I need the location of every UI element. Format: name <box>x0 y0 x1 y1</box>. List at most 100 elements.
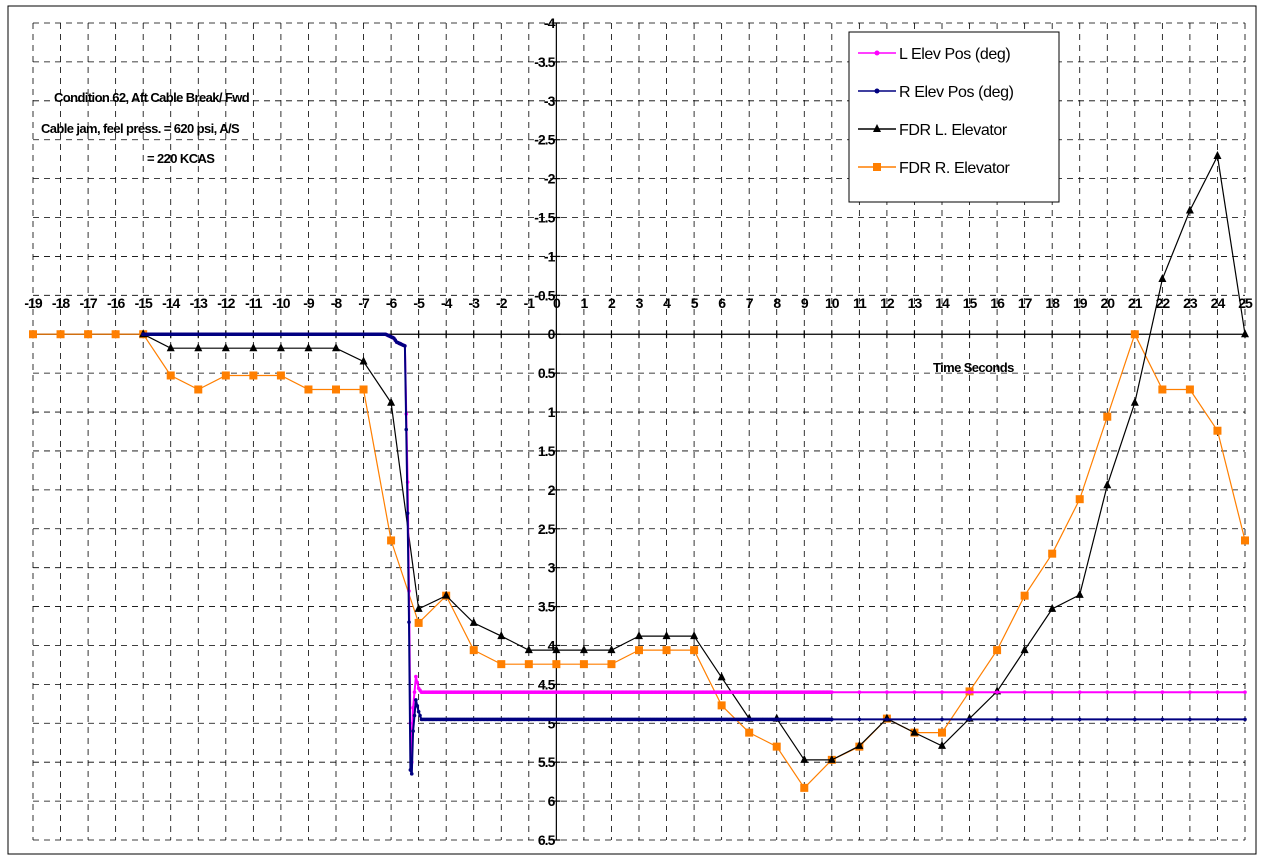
data-point-dot <box>1160 717 1165 722</box>
data-point-dot <box>885 717 889 722</box>
x-tick-label: -11 <box>245 295 263 311</box>
condition-annotation: Condition 62, Aft Cable Break/ Fwd Cable… <box>41 90 250 166</box>
x-tick-label: -5 <box>413 295 425 311</box>
x-tick-label: 11 <box>853 295 867 311</box>
y-tick-label: -4 <box>544 15 556 31</box>
data-point-square <box>194 385 203 394</box>
y-tick-label: 1 <box>548 404 556 420</box>
x-tick-label: 24 <box>1211 295 1226 311</box>
data-point-dot <box>940 717 944 722</box>
data-point-triangle <box>938 740 946 749</box>
data-point-dot <box>405 511 410 515</box>
data-point-square <box>1103 412 1112 421</box>
data-point-triangle <box>1213 151 1222 160</box>
x-tick-label: 16 <box>990 295 1005 311</box>
x-tick-label: -18 <box>52 295 70 311</box>
data-point-triangle <box>442 590 451 599</box>
x-tick-label: 9 <box>801 295 809 311</box>
data-point-dot <box>1133 690 1137 694</box>
legend: L Elev Pos (deg) R Elev Pos (deg) FDR L. E… <box>848 31 1060 203</box>
y-tick-label: 2.5 <box>538 521 556 537</box>
data-point-dot <box>912 717 917 722</box>
legend-item: FDR R. Elevator <box>858 160 1011 177</box>
data-point-square <box>745 728 754 737</box>
x-tick-label: -16 <box>107 295 125 311</box>
data-point-triangle <box>607 645 616 654</box>
data-point-triangle <box>414 603 423 612</box>
data-point-dot <box>1022 690 1027 694</box>
x-tick-label: 0 <box>553 295 561 311</box>
legend-box <box>848 31 1060 203</box>
legend-label: R Elev Pos (deg) <box>899 84 1014 101</box>
legend-swatch-marker <box>874 88 880 94</box>
data-point-dot <box>995 717 999 722</box>
data-point-square <box>607 660 616 669</box>
y-tick-label: 4.5 <box>538 676 556 692</box>
x-tick-label: 14 <box>935 295 950 311</box>
data-point-dot <box>1160 690 1165 694</box>
data-point-square <box>717 701 726 710</box>
x-axis-label: Time Seconds <box>933 360 1014 375</box>
x-tick-label: -19 <box>24 295 42 311</box>
y-tick-label: -3.5 <box>534 54 555 70</box>
data-point-dot <box>411 729 415 733</box>
data-point-square <box>1075 495 1084 504</box>
legend-item: L Elev Pos (deg) <box>858 46 1011 63</box>
data-point-square <box>332 385 340 394</box>
legend-label: FDR L. Elevator <box>899 122 1008 139</box>
data-point-triangle <box>717 672 726 681</box>
data-point-triangle <box>800 754 809 763</box>
annotation-line-3: = 220 KCAS <box>147 151 215 166</box>
data-point-dot <box>940 690 944 694</box>
x-tick-label: -14 <box>162 295 180 311</box>
y-tick-label: -2.5 <box>534 132 555 148</box>
data-point-dot <box>1243 717 1247 722</box>
data-point-dot <box>1050 717 1054 722</box>
data-point-triangle <box>524 645 533 654</box>
data-point-dot <box>1077 690 1082 694</box>
data-point-triangle <box>497 631 506 640</box>
x-tick-label: -6 <box>386 295 398 311</box>
legend-label: L Elev Pos (deg) <box>899 46 1010 63</box>
x-tick-label: 1 <box>581 295 589 311</box>
data-point-dot <box>407 620 411 624</box>
data-point-square <box>304 385 313 394</box>
data-point-triangle <box>1130 397 1139 406</box>
data-point-square <box>1130 330 1139 339</box>
data-point-square <box>635 646 643 655</box>
data-point-square <box>387 536 396 545</box>
series-group <box>141 332 1247 776</box>
x-tick-label: 18 <box>1045 295 1060 311</box>
data-point-square <box>1241 536 1249 545</box>
x-tick-label: -13 <box>190 295 208 311</box>
x-tick-label: -9 <box>303 295 315 311</box>
data-point-square <box>800 783 809 792</box>
data-point-dot <box>415 680 420 685</box>
data-point-square <box>1213 426 1222 435</box>
data-point-dot <box>416 709 421 714</box>
data-point-dot <box>1050 690 1054 694</box>
data-point-triangle <box>910 727 919 736</box>
data-point-dot <box>414 698 418 702</box>
y-tick-label: -2 <box>544 171 556 187</box>
data-point-dot <box>411 705 415 710</box>
data-point-dot <box>830 717 834 722</box>
data-point-triangle <box>873 124 881 132</box>
x-tick-label: 17 <box>1018 295 1033 311</box>
data-point-dot <box>1215 717 1220 722</box>
y-tick-label: 3.5 <box>538 599 556 615</box>
data-series <box>29 151 1249 792</box>
x-tick-label: 21 <box>1128 295 1143 311</box>
data-point-triangle <box>635 631 643 640</box>
x-tick-label: -12 <box>217 295 235 311</box>
data-point-square <box>1185 385 1194 394</box>
data-point-dot <box>1215 690 1220 694</box>
x-tick-label: 23 <box>1183 295 1198 311</box>
annotation-line-2: Cable jam, feel press. = 620 psi, A/S <box>41 121 240 136</box>
data-point-dot <box>418 713 422 718</box>
x-tick-label: -7 <box>358 295 370 311</box>
data-point-triangle <box>827 754 836 763</box>
data-point-triangle <box>276 343 285 352</box>
x-tick-label: 7 <box>746 295 754 311</box>
